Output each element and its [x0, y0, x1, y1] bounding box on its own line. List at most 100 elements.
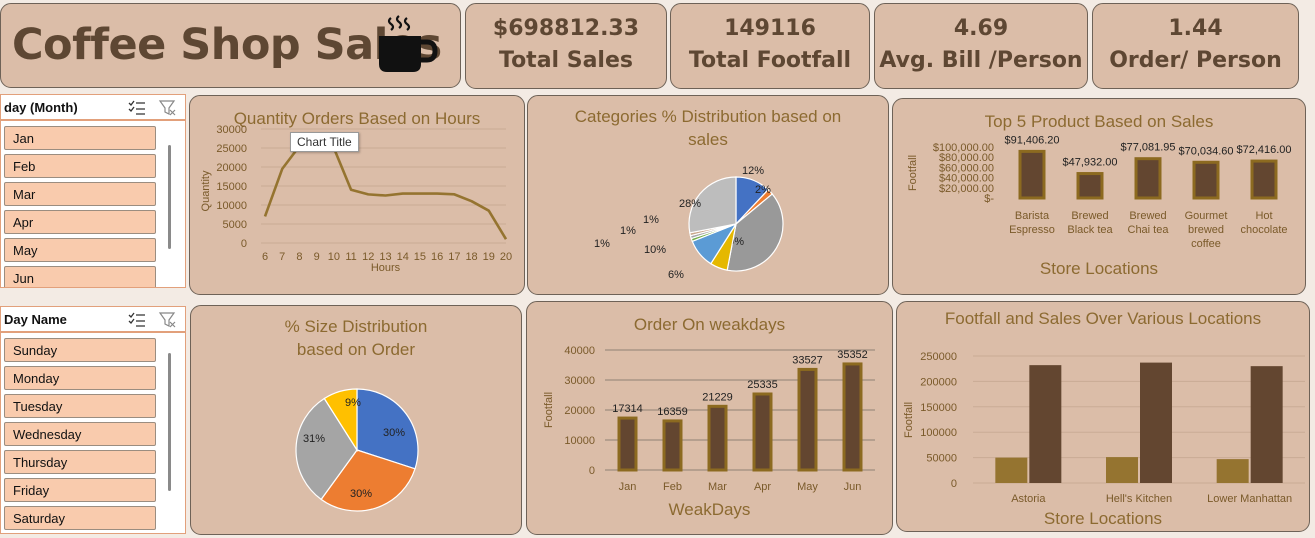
coffee-cup-icon: [379, 15, 438, 72]
multi-select-icon[interactable]: [127, 311, 147, 329]
bar: [662, 419, 683, 472]
data-label: $70,034.60: [1178, 145, 1233, 157]
bar: [1018, 149, 1046, 200]
x-tick-label: Chai tea: [1128, 224, 1170, 236]
y-tick-label: 20000: [564, 405, 595, 417]
chart-title: Categories % Distribution based on sales: [574, 107, 842, 149]
x-tick-label: 6: [262, 251, 268, 263]
y-tick-label: 30000: [216, 124, 247, 136]
chart-title: Footfall and Sales Over Various Location…: [944, 309, 1262, 328]
kpi-label: Total Sales: [498, 48, 633, 73]
pie-slice: [295, 397, 358, 501]
slicer-item-thursday[interactable]: Thursday: [4, 450, 156, 474]
data-label: 1%: [594, 238, 610, 250]
slicer-item-jan[interactable]: Jan: [4, 126, 156, 150]
categories-chart-card: Categories % Distribution based on sales…: [527, 95, 889, 295]
x-tick-label: Apr: [754, 481, 771, 493]
slicer-item-monday[interactable]: Monday: [4, 366, 156, 390]
slicer-item-friday[interactable]: Friday: [4, 478, 156, 502]
y-tick-label: $20,000.00: [939, 183, 994, 195]
x-tick-label: Brewed: [1129, 210, 1166, 222]
data-label: 33527: [792, 354, 823, 366]
x-tick-label: Brewed: [1071, 210, 1108, 222]
slicer-item-sunday[interactable]: Sunday: [4, 338, 156, 362]
kpi-total-footfall: 149116 Total Footfall: [670, 3, 870, 89]
x-axis-title: Store Locations: [1039, 259, 1159, 278]
x-tick-label: Jan: [619, 481, 637, 493]
kpi-total-sales: $698812.33 Total Sales: [465, 3, 667, 89]
data-label: 2%: [755, 184, 771, 196]
chart-title: % Size Distribution based on Order: [284, 317, 428, 359]
data-label: 1%: [643, 214, 659, 226]
top5-bar-chart: $100,000.00$80,000.00$60,000.00$40,000.0…: [907, 134, 1292, 250]
slicer-item-saturday[interactable]: Saturday: [4, 506, 156, 530]
y-tick-label: 40000: [564, 345, 595, 357]
size-chart-card: % Size Distribution based on Order 30% 30…: [190, 305, 522, 535]
slicer-item-may[interactable]: May: [4, 238, 156, 262]
slicer-item-mar[interactable]: Mar: [4, 182, 156, 206]
series-line: [263, 144, 508, 240]
x-tick-label: 20: [500, 251, 512, 263]
slicer-header: Day Name: [1, 307, 185, 333]
bar: [797, 367, 818, 472]
x-axis-title: WeakDays: [668, 500, 751, 519]
x-tick-label: 16: [431, 251, 443, 263]
y-tick-label: 0: [589, 465, 595, 477]
slicer-item-jun[interactable]: Jun: [4, 266, 156, 287]
y-tick-label: 250000: [920, 351, 957, 363]
bar: [1140, 362, 1172, 483]
day-name-slicer[interactable]: Day Name Sunday Monday Tuesday Wednesday…: [0, 306, 186, 534]
y-axis-title: Footfall: [907, 155, 919, 191]
x-tick-label: Barista: [1015, 210, 1050, 222]
slicer-item-feb[interactable]: Feb: [4, 154, 156, 178]
y-tick-label: 30000: [564, 375, 595, 387]
kpi-avg-bill: 4.69 Avg. Bill /Person: [874, 3, 1088, 89]
kpi-order-per-person: 1.44 Order/ Person: [1092, 3, 1299, 89]
x-tick-label: 8: [296, 251, 302, 263]
hours-chart-card: Quantity Orders Based on Hours 0 5000 1000…: [189, 95, 525, 295]
kpi-value: 149116: [724, 16, 816, 41]
slicer-item-apr[interactable]: Apr: [4, 210, 156, 234]
pie-slice: [323, 388, 358, 453]
clear-filter-icon[interactable]: [158, 311, 178, 329]
y-tick-label: 10000: [564, 435, 595, 447]
clear-filter-icon[interactable]: [158, 99, 178, 117]
y-tick-label: 0: [241, 238, 247, 250]
slicer-title: day (Month): [4, 100, 78, 115]
title-card: Coffee Shop Sales: [0, 3, 461, 88]
pie-slice: [726, 193, 784, 272]
slicer-item-tuesday[interactable]: Tuesday: [4, 394, 156, 418]
y-tick-label: 10000: [216, 200, 247, 212]
kpi-label: Order/ Person: [1109, 48, 1282, 73]
x-axis-title: Hours: [371, 262, 401, 274]
data-label: 1%: [620, 225, 636, 237]
y-tick-label: $80,000.00: [939, 152, 994, 164]
y-tick-label: 20000: [216, 162, 247, 174]
slicer-scrollbar[interactable]: [168, 353, 171, 491]
x-tick-label: Gourmet: [1185, 210, 1228, 222]
data-label: 31%: [303, 433, 325, 445]
y-tick-label: 50000: [926, 453, 957, 465]
x-tick-label: 7: [279, 251, 285, 263]
slicer-item-wednesday[interactable]: Wednesday: [4, 422, 156, 446]
y-axis-title: Footfall: [543, 392, 555, 428]
x-tick-label: 18: [465, 251, 477, 263]
data-label: 9%: [345, 397, 361, 409]
data-label: $47,932.00: [1062, 157, 1117, 169]
y-tick-label: 15000: [216, 181, 247, 193]
chart-title: Top 5 Product Based on Sales: [984, 112, 1214, 131]
x-tick-label: 13: [379, 251, 391, 263]
bar: [1076, 172, 1104, 200]
y-axis-title: Quantity: [200, 170, 212, 211]
multi-select-icon[interactable]: [127, 99, 147, 117]
x-tick-label: 12: [362, 251, 374, 263]
x-tick-label: Hell's Kitchen: [1106, 493, 1172, 505]
data-label: 16359: [657, 406, 688, 418]
slicer-scrollbar[interactable]: [168, 145, 171, 249]
pie-slice: [688, 176, 737, 234]
data-label: 17314: [612, 403, 643, 415]
weekdays-bar-chart: 0 10000 20000 30000 40000 Footfall 17314 Jan 163…: [543, 345, 875, 493]
month-slicer[interactable]: day (Month) Jan Feb Mar Apr May Jun: [0, 94, 186, 288]
x-tick-label: 10: [328, 251, 340, 263]
size-pie-chart: 30% 30% 31% 9%: [295, 388, 419, 512]
